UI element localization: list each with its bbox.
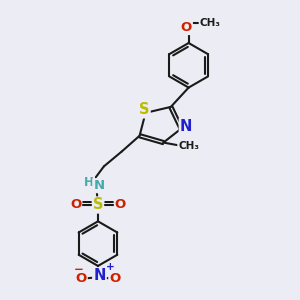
Text: =: = [103,196,115,211]
Text: S: S [93,197,103,212]
Text: O: O [181,21,192,34]
Text: +: + [106,262,115,272]
Text: O: O [70,199,81,212]
Text: O: O [109,272,121,285]
Text: =: = [81,196,93,211]
Text: CH₃: CH₃ [200,18,220,28]
Text: N: N [93,179,104,192]
Text: N: N [93,268,106,283]
Text: −: − [74,263,84,276]
Text: N: N [180,119,192,134]
Text: H: H [84,176,94,189]
Text: O: O [115,199,126,212]
Text: S: S [139,102,150,117]
Text: O: O [75,272,87,285]
Text: CH₃: CH₃ [178,140,199,151]
